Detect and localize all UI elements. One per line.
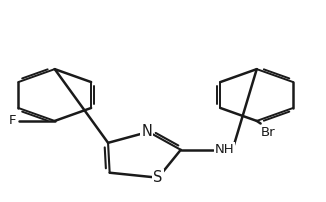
Text: NH: NH	[215, 143, 234, 156]
Text: N: N	[141, 124, 152, 139]
Text: F: F	[9, 114, 16, 127]
Text: Br: Br	[260, 126, 275, 139]
Text: S: S	[154, 170, 163, 185]
